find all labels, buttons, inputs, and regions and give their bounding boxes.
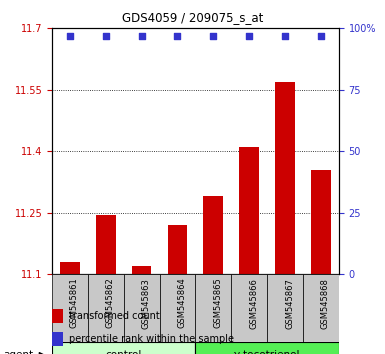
Bar [267,274,303,342]
Bar [311,170,331,274]
Point [210,33,216,39]
Text: GSM545866: GSM545866 [249,278,258,329]
Point [246,33,252,39]
Text: control: control [105,350,142,354]
Bar [167,225,187,274]
Text: GSM545867: GSM545867 [285,278,294,329]
Point [318,33,324,39]
Bar [203,196,223,274]
Bar [96,215,115,274]
Bar [303,274,339,342]
Text: GSM545862: GSM545862 [106,278,115,329]
Bar [124,274,159,342]
Bar [239,147,259,274]
Bar [159,274,196,342]
Bar [60,262,80,274]
Text: GDS4059 / 209075_s_at: GDS4059 / 209075_s_at [122,11,263,24]
Bar [88,274,124,342]
Text: GSM545865: GSM545865 [213,278,222,329]
Point [103,33,109,39]
Text: agent: agent [4,350,34,354]
Point [67,33,73,39]
Bar [52,342,195,354]
Text: GSM545868: GSM545868 [321,278,330,329]
Text: percentile rank within the sample: percentile rank within the sample [69,334,234,344]
Text: γ-tocotrienol: γ-tocotrienol [234,350,300,354]
Bar [195,342,339,354]
Bar [132,266,151,274]
Text: GSM545861: GSM545861 [70,278,79,329]
Bar [195,274,231,342]
Bar [52,332,64,346]
Bar [231,274,267,342]
Bar [52,274,88,342]
Text: transformed count: transformed count [69,311,160,321]
Point [139,33,145,39]
Text: GSM545864: GSM545864 [177,278,186,329]
Point [282,33,288,39]
Bar [275,82,295,274]
Point [174,33,181,39]
Text: GSM545863: GSM545863 [142,278,151,329]
Bar [52,309,64,323]
